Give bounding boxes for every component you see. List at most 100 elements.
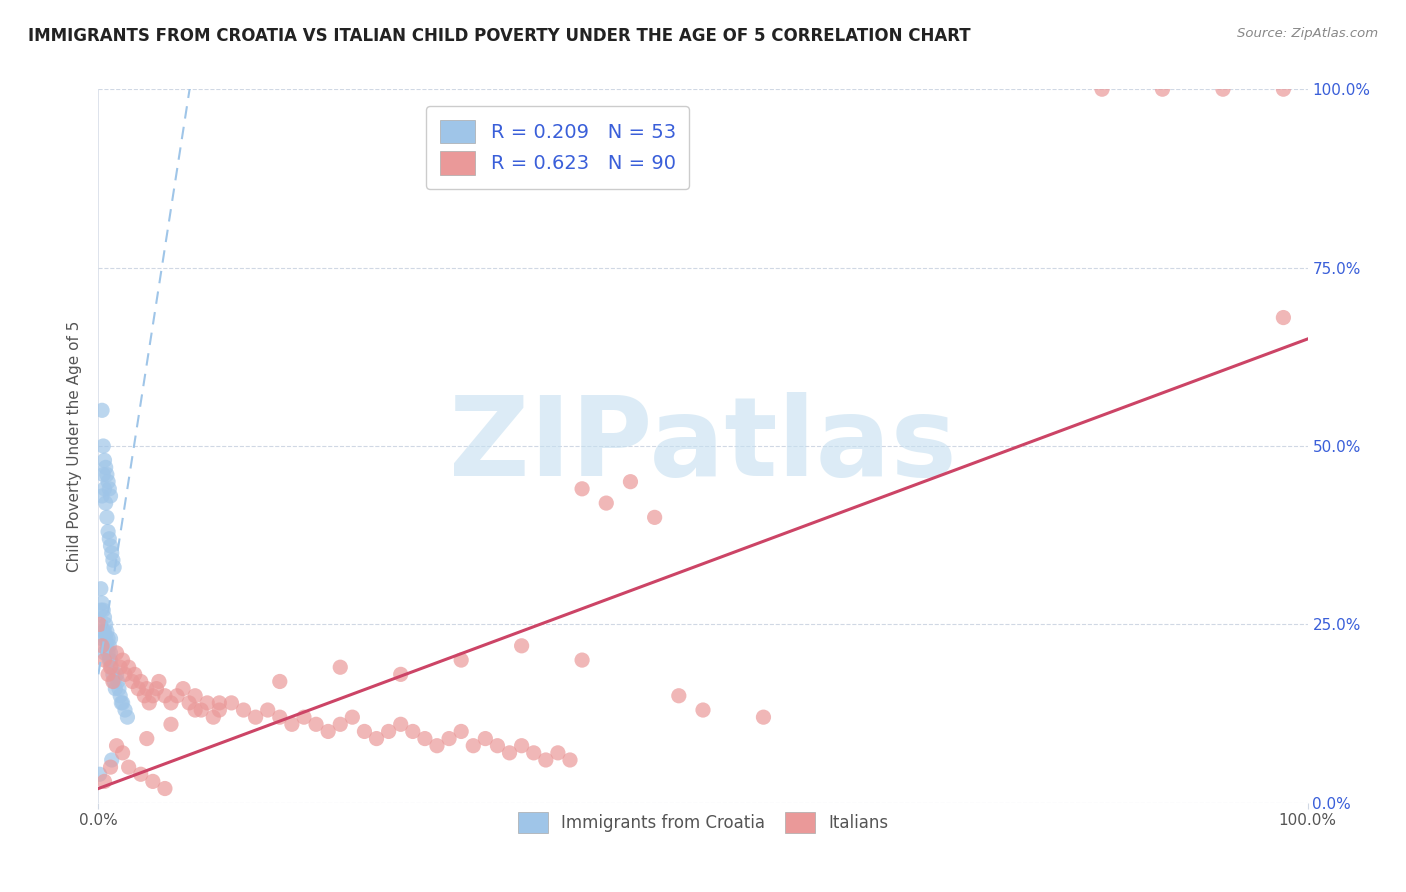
Point — [129, 767, 152, 781]
Point — [93, 774, 115, 789]
Point — [474, 731, 496, 746]
Point — [96, 639, 118, 653]
Point — [366, 731, 388, 746]
Point — [172, 681, 194, 696]
Point — [100, 660, 122, 674]
Point — [1272, 82, 1295, 96]
Point — [108, 681, 131, 696]
Point — [269, 674, 291, 689]
Text: IMMIGRANTS FROM CROATIA VS ITALIAN CHILD POVERTY UNDER THE AGE OF 5 CORRELATION : IMMIGRANTS FROM CROATIA VS ITALIAN CHILD… — [28, 27, 970, 45]
Point — [153, 781, 176, 796]
Point — [595, 496, 617, 510]
Point — [129, 674, 152, 689]
Text: ZIPatlas: ZIPatlas — [449, 392, 957, 500]
Point — [329, 717, 352, 731]
Point — [153, 689, 176, 703]
Point — [98, 653, 121, 667]
Point — [1152, 82, 1174, 96]
Point — [342, 710, 364, 724]
Point — [184, 689, 207, 703]
Point — [752, 710, 775, 724]
Point — [93, 482, 115, 496]
Point — [426, 739, 449, 753]
Point — [523, 746, 546, 760]
Point — [89, 617, 111, 632]
Point — [100, 646, 122, 660]
Point — [90, 582, 112, 596]
Point — [91, 639, 114, 653]
Point — [101, 667, 124, 681]
Point — [100, 753, 122, 767]
Point — [100, 489, 122, 503]
Point — [558, 753, 581, 767]
Point — [93, 653, 115, 667]
Point — [105, 739, 128, 753]
Point — [101, 553, 124, 567]
Point — [195, 696, 218, 710]
Point — [98, 482, 121, 496]
Point — [498, 746, 520, 760]
Point — [97, 524, 120, 539]
Point — [1272, 310, 1295, 325]
Point — [103, 674, 125, 689]
Point — [413, 731, 436, 746]
Point — [93, 453, 115, 467]
Point — [100, 546, 122, 560]
Point — [1091, 82, 1114, 96]
Point — [145, 681, 167, 696]
Point — [121, 674, 143, 689]
Point — [184, 703, 207, 717]
Point — [91, 596, 114, 610]
Point — [118, 760, 141, 774]
Point — [353, 724, 375, 739]
Point — [486, 739, 509, 753]
Point — [138, 696, 160, 710]
Point — [269, 710, 291, 724]
Point — [105, 646, 128, 660]
Point — [97, 475, 120, 489]
Point — [100, 539, 122, 553]
Point — [437, 731, 460, 746]
Point — [94, 632, 117, 646]
Point — [619, 475, 641, 489]
Point — [232, 703, 254, 717]
Point — [135, 731, 157, 746]
Point — [111, 696, 134, 710]
Point — [104, 681, 127, 696]
Point — [127, 681, 149, 696]
Point — [208, 703, 231, 717]
Point — [108, 689, 131, 703]
Point — [316, 724, 339, 739]
Point — [114, 667, 136, 681]
Point — [93, 646, 115, 660]
Point — [91, 603, 114, 617]
Point — [94, 460, 117, 475]
Point — [450, 724, 472, 739]
Point — [90, 603, 112, 617]
Point — [94, 496, 117, 510]
Point — [256, 703, 278, 717]
Point — [281, 717, 304, 731]
Point — [96, 510, 118, 524]
Point — [179, 696, 201, 710]
Point — [118, 660, 141, 674]
Point — [329, 660, 352, 674]
Point — [668, 689, 690, 703]
Point — [111, 653, 134, 667]
Point — [202, 710, 225, 724]
Y-axis label: Child Poverty Under the Age of 5: Child Poverty Under the Age of 5 — [67, 320, 83, 572]
Point — [208, 696, 231, 710]
Point — [134, 689, 156, 703]
Point — [692, 703, 714, 717]
Point — [377, 724, 399, 739]
Point — [91, 467, 114, 482]
Point — [135, 681, 157, 696]
Point — [97, 667, 120, 681]
Point — [89, 767, 111, 781]
Point — [571, 653, 593, 667]
Point — [142, 689, 165, 703]
Point — [105, 667, 128, 681]
Point — [166, 689, 188, 703]
Point — [108, 660, 131, 674]
Point — [402, 724, 425, 739]
